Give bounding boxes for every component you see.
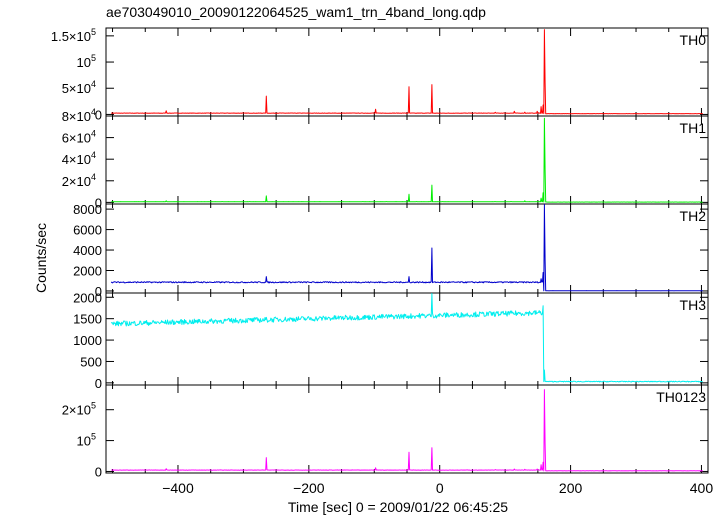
panel-label: TH2 [680,208,707,224]
panel-frame [105,115,709,205]
panel-th1: 0 2×104 4×104 6×104 8×104 TH1 [62,107,709,210]
y-tick-label: 6×104 [62,129,96,146]
series-line-th0123 [111,389,703,472]
y-tick-label: 4000 [73,243,102,258]
y-tick-label: 105 [77,53,96,70]
y-tick-label: 0 [95,376,102,391]
panel-frame [105,292,709,386]
x-tick-label: −200 [293,480,325,496]
series-line-th1 [111,117,703,203]
y-tick-label: 0 [95,284,102,299]
y-tick-label: 105 [77,432,96,449]
panel-frame [105,203,709,294]
panel-frame [105,384,709,474]
series-line-th3 [110,293,703,383]
y-tick-label: 8×104 [62,107,96,124]
y-axis-label: Counts/sec [33,223,49,293]
x-tick-label: 400 [690,480,714,496]
panel-label: TH0 [680,32,707,48]
panel-label: TH0123 [656,389,706,405]
y-tick-label: 1500 [73,312,102,327]
y-tick-label: 1000 [73,333,102,348]
y-tick-label: 0 [95,107,102,122]
series-line-th2 [110,204,703,292]
series-line-th0 [111,29,703,115]
panel-th3: 0 500 1000 1500 2000 TH3 [73,290,709,391]
y-tick-label: 5×104 [62,79,96,96]
y-tick-label: 0 [95,464,102,479]
y-tick-label: 2000 [73,263,102,278]
panel-label: TH1 [680,120,707,136]
y-tick-label: 2×104 [62,172,96,189]
x-tick-label: −400 [162,480,194,496]
x-tick-label: 0 [436,480,444,496]
panel-th2: 0 2000 4000 6000 8000 TH2 [73,202,709,299]
panel-th0123: 0 105 2×105 TH0123 −400 −200 0 200 400 [62,384,714,496]
y-tick-label: 1.5×105 [51,27,96,44]
panel-label: TH3 [680,297,707,313]
y-tick-label: 4×104 [62,150,96,167]
x-axis-label: Time [sec] 0 = 2009/01/22 06:45:25 [288,499,508,515]
panel-frame [105,27,709,117]
chart-title: ae703049010_20090122064525_wam1_trn_4ban… [106,4,486,20]
y-tick-label: 8000 [73,202,102,217]
y-tick-label: 2000 [73,290,102,305]
y-tick-label: 2×105 [62,401,96,418]
y-tick-label: 500 [80,354,102,369]
panel-th0: 0 5×104 105 1.5×105 TH0 [51,27,709,122]
x-tick-label: 200 [559,480,583,496]
y-tick-label: 6000 [73,223,102,238]
y-tick-label: 0 [95,195,102,210]
